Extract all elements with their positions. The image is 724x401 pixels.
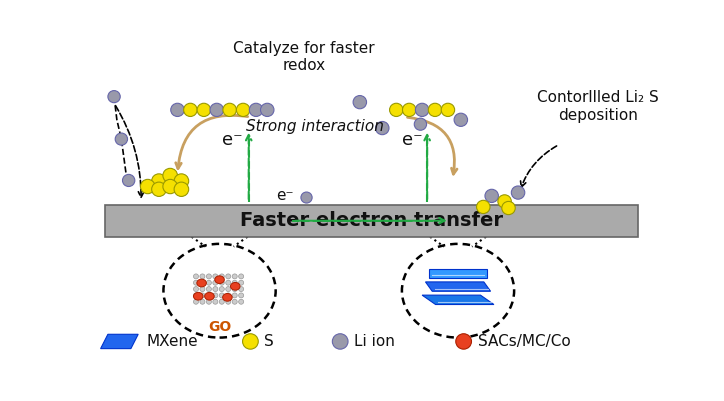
Circle shape (206, 293, 211, 298)
Circle shape (151, 182, 167, 196)
Circle shape (140, 179, 155, 194)
Ellipse shape (223, 294, 232, 301)
Circle shape (206, 280, 211, 285)
Circle shape (174, 174, 189, 188)
Circle shape (376, 122, 389, 135)
Circle shape (261, 103, 274, 116)
Circle shape (115, 133, 127, 145)
Circle shape (403, 103, 416, 116)
Circle shape (213, 299, 218, 304)
Circle shape (193, 293, 198, 298)
Text: Contorllled Li₂ S
deposition: Contorllled Li₂ S deposition (537, 90, 659, 123)
Circle shape (197, 103, 211, 116)
Circle shape (200, 287, 205, 292)
Text: MXene: MXene (146, 334, 198, 349)
Circle shape (232, 287, 237, 292)
Circle shape (108, 91, 120, 103)
Circle shape (441, 103, 455, 116)
Circle shape (226, 293, 231, 298)
Circle shape (236, 103, 250, 116)
Circle shape (429, 103, 442, 116)
Text: Faster electron transfer: Faster electron transfer (240, 211, 502, 230)
Circle shape (206, 287, 211, 292)
Circle shape (232, 299, 237, 304)
Circle shape (193, 280, 198, 285)
Circle shape (232, 280, 237, 285)
Circle shape (226, 274, 231, 279)
Text: GO: GO (208, 320, 231, 334)
Text: e⁻: e⁻ (222, 131, 243, 149)
Circle shape (219, 274, 224, 279)
Circle shape (332, 334, 348, 349)
Text: e⁻: e⁻ (276, 188, 293, 203)
Polygon shape (426, 282, 491, 291)
Circle shape (454, 113, 468, 126)
Circle shape (219, 287, 224, 292)
Circle shape (193, 287, 198, 292)
Text: Catalyze for faster
redox: Catalyze for faster redox (233, 41, 374, 73)
Circle shape (223, 103, 236, 116)
Circle shape (456, 334, 471, 349)
Circle shape (213, 293, 218, 298)
Ellipse shape (193, 292, 203, 300)
FancyBboxPatch shape (104, 205, 638, 237)
Circle shape (232, 293, 237, 298)
Circle shape (200, 299, 205, 304)
Circle shape (213, 287, 218, 292)
Polygon shape (429, 269, 487, 278)
Circle shape (213, 280, 218, 285)
Ellipse shape (205, 292, 214, 300)
Circle shape (219, 293, 224, 298)
Text: S: S (264, 334, 274, 349)
Text: Strong interaction: Strong interaction (246, 119, 384, 134)
Circle shape (200, 293, 205, 298)
Circle shape (226, 287, 231, 292)
Circle shape (239, 293, 244, 298)
Polygon shape (101, 334, 138, 348)
Circle shape (174, 182, 189, 196)
Circle shape (232, 274, 237, 279)
Circle shape (206, 274, 211, 279)
Circle shape (239, 274, 244, 279)
Circle shape (163, 168, 177, 183)
Circle shape (239, 280, 244, 285)
Circle shape (163, 179, 177, 194)
Circle shape (498, 195, 511, 208)
Circle shape (122, 174, 135, 186)
Circle shape (511, 186, 525, 199)
Circle shape (184, 103, 197, 116)
Circle shape (243, 334, 258, 349)
Text: e⁻: e⁻ (402, 131, 423, 149)
Circle shape (249, 103, 263, 116)
Polygon shape (422, 295, 494, 304)
Circle shape (485, 189, 498, 203)
Circle shape (151, 174, 167, 188)
Circle shape (353, 95, 366, 109)
Circle shape (301, 192, 312, 203)
Circle shape (416, 103, 429, 116)
Circle shape (200, 274, 205, 279)
Circle shape (476, 200, 490, 214)
Circle shape (210, 103, 224, 116)
Ellipse shape (197, 279, 206, 287)
Circle shape (219, 280, 224, 285)
Text: Li ion: Li ion (354, 334, 395, 349)
Circle shape (414, 118, 426, 130)
Circle shape (193, 274, 198, 279)
Ellipse shape (215, 276, 224, 284)
Circle shape (226, 280, 231, 285)
Circle shape (213, 274, 218, 279)
Circle shape (171, 103, 184, 116)
Circle shape (206, 299, 211, 304)
Circle shape (219, 299, 224, 304)
Ellipse shape (230, 282, 240, 290)
Circle shape (193, 299, 198, 304)
Circle shape (390, 103, 403, 116)
Circle shape (200, 280, 205, 285)
Circle shape (239, 299, 244, 304)
Circle shape (502, 201, 515, 215)
Circle shape (226, 299, 231, 304)
Text: SACs/MC/Co: SACs/MC/Co (478, 334, 571, 349)
Circle shape (239, 287, 244, 292)
